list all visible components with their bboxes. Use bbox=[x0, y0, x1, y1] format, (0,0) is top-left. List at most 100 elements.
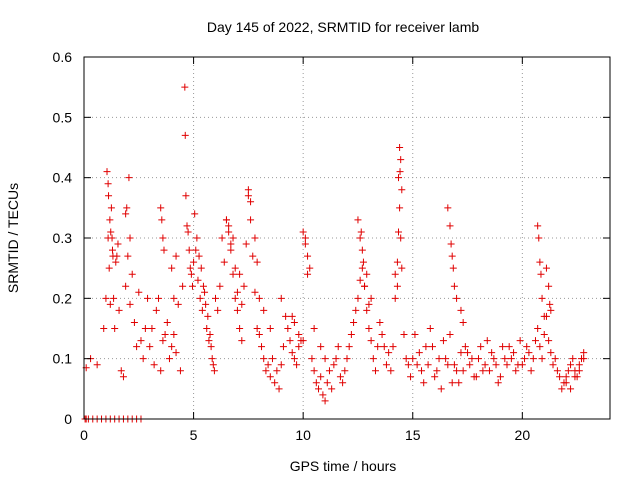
data-point bbox=[194, 276, 202, 284]
data-point bbox=[187, 270, 195, 278]
data-point bbox=[229, 234, 237, 242]
data-point bbox=[433, 367, 441, 375]
data-point bbox=[376, 318, 384, 326]
data-point bbox=[431, 373, 439, 381]
data-point bbox=[137, 337, 145, 345]
data-point bbox=[268, 355, 276, 363]
data-point bbox=[521, 355, 529, 363]
data-point bbox=[397, 156, 405, 164]
data-point bbox=[251, 288, 259, 296]
data-point bbox=[325, 367, 333, 375]
data-point bbox=[404, 361, 412, 369]
data-point bbox=[536, 343, 544, 351]
data-point bbox=[159, 234, 167, 242]
data-point bbox=[192, 246, 200, 254]
data-point bbox=[236, 325, 244, 332]
data-point bbox=[395, 174, 403, 182]
data-point bbox=[310, 367, 318, 375]
data-point bbox=[317, 373, 325, 381]
data-point bbox=[339, 379, 347, 387]
data-point bbox=[124, 252, 132, 260]
data-point bbox=[580, 355, 588, 363]
data-point bbox=[266, 373, 274, 381]
data-point bbox=[481, 361, 489, 369]
y-axis-label: SRMTID / TECUs bbox=[5, 183, 21, 293]
data-point bbox=[336, 373, 344, 381]
data-point bbox=[304, 270, 312, 278]
data-point bbox=[538, 294, 546, 302]
data-point bbox=[426, 325, 434, 332]
data-point bbox=[323, 379, 331, 387]
data-point bbox=[501, 355, 509, 363]
data-point bbox=[503, 361, 511, 369]
data-point bbox=[459, 367, 467, 375]
data-point bbox=[182, 192, 190, 200]
data-point bbox=[139, 355, 147, 363]
data-point bbox=[400, 331, 408, 339]
data-point bbox=[286, 337, 294, 345]
data-point bbox=[547, 349, 555, 357]
data-point bbox=[183, 222, 191, 230]
data-point bbox=[244, 186, 252, 194]
data-point bbox=[546, 300, 554, 308]
data-point bbox=[240, 282, 248, 290]
data-point bbox=[371, 367, 379, 375]
y-tick-label: 0.6 bbox=[53, 49, 73, 65]
data-point bbox=[225, 228, 233, 236]
data-point bbox=[387, 367, 395, 375]
data-point bbox=[306, 264, 314, 272]
data-point bbox=[133, 343, 141, 351]
data-point bbox=[439, 337, 447, 345]
data-point bbox=[442, 355, 450, 363]
data-point bbox=[197, 264, 205, 272]
data-point bbox=[567, 385, 575, 393]
data-point bbox=[216, 282, 224, 290]
data-point bbox=[264, 361, 272, 369]
data-point bbox=[483, 337, 491, 345]
data-point bbox=[188, 282, 196, 290]
data-point bbox=[545, 282, 553, 290]
data-point bbox=[459, 318, 467, 326]
data-point bbox=[315, 385, 323, 393]
data-point bbox=[174, 300, 182, 308]
data-point bbox=[290, 355, 298, 363]
data-point bbox=[413, 361, 421, 369]
data-point bbox=[170, 294, 178, 302]
data-point bbox=[157, 204, 165, 212]
data-point bbox=[155, 294, 163, 302]
data-point bbox=[229, 270, 237, 278]
data-point bbox=[424, 361, 432, 369]
data-point bbox=[415, 349, 423, 357]
data-point bbox=[535, 234, 543, 242]
data-point bbox=[161, 331, 169, 339]
data-point bbox=[172, 349, 180, 357]
data-point bbox=[277, 361, 285, 369]
data-point bbox=[455, 379, 463, 387]
data-point bbox=[321, 397, 329, 405]
data-point bbox=[122, 210, 130, 218]
data-point bbox=[435, 355, 443, 363]
data-point bbox=[551, 355, 559, 363]
data-point bbox=[510, 349, 518, 357]
data-point bbox=[444, 204, 452, 212]
axis-ticks: 0 5 10 15 20 0 0.1 0.2 0.3 0.4 0.5 0.6 bbox=[53, 49, 610, 443]
data-point bbox=[363, 306, 371, 314]
data-point bbox=[549, 361, 557, 369]
data-point bbox=[407, 373, 415, 381]
data-point bbox=[538, 355, 546, 363]
data-point bbox=[347, 331, 355, 339]
data-point bbox=[110, 294, 118, 302]
data-point bbox=[523, 343, 531, 351]
data-point bbox=[290, 318, 298, 326]
data-point bbox=[293, 361, 301, 369]
data-point bbox=[159, 337, 167, 345]
y-tick-label: 0 bbox=[64, 411, 72, 427]
data-point bbox=[109, 252, 117, 260]
data-point bbox=[141, 325, 149, 332]
data-point bbox=[457, 306, 465, 314]
data-point bbox=[212, 294, 219, 302]
data-point bbox=[186, 264, 194, 272]
data-point bbox=[556, 373, 564, 381]
data-point bbox=[378, 331, 386, 339]
data-point bbox=[260, 306, 268, 314]
